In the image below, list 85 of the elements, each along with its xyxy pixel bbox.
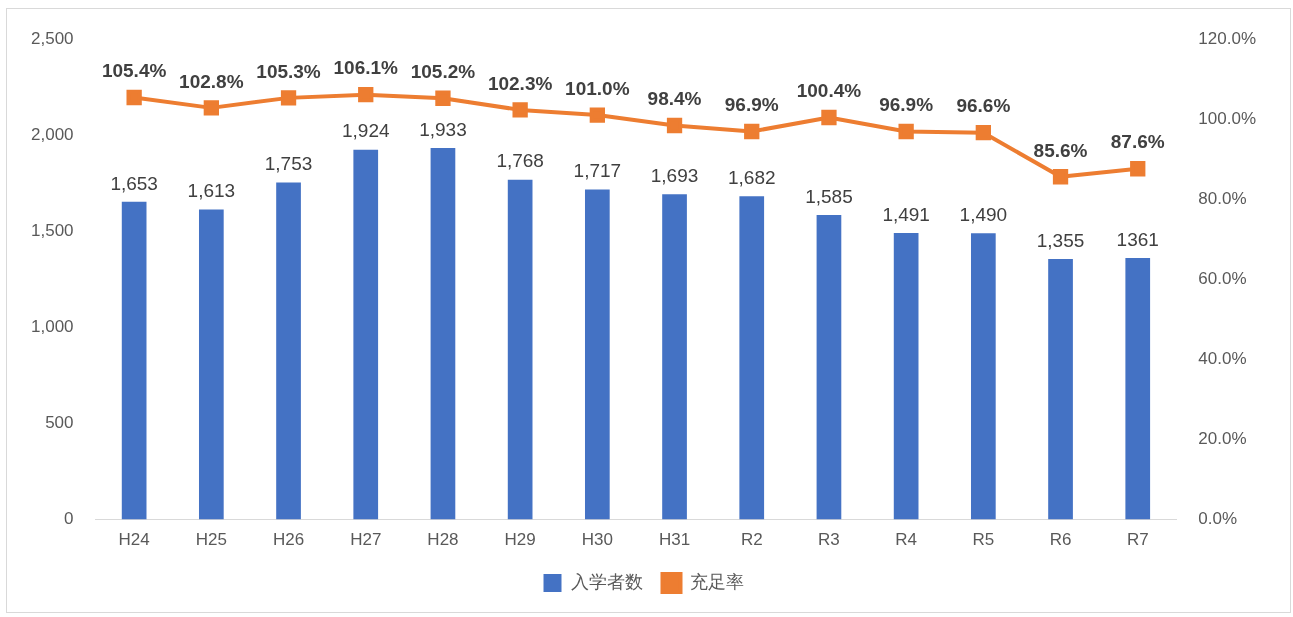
point bbox=[589, 107, 605, 123]
y-tick-label: 500 bbox=[45, 413, 74, 433]
data-label: 1,753 bbox=[264, 153, 313, 175]
data-label: 101.0% bbox=[565, 77, 630, 99]
x-tick-label: R6 bbox=[1049, 530, 1072, 550]
x-tick-label: H30 bbox=[581, 530, 613, 550]
x-tick-label: H31 bbox=[658, 530, 691, 550]
data-label: 1,717 bbox=[573, 160, 622, 182]
data-label: 1,682 bbox=[727, 166, 776, 188]
data-label: 1,924 bbox=[341, 120, 390, 142]
data-label: 98.4% bbox=[647, 88, 702, 110]
data-label: 1,653 bbox=[110, 172, 158, 194]
data-label: 105.2% bbox=[410, 61, 476, 83]
bar bbox=[739, 196, 765, 520]
data-label: 105.3% bbox=[256, 60, 321, 82]
y2-tick-label: 80.0% bbox=[1198, 188, 1247, 208]
data-label: 96.6% bbox=[956, 95, 1011, 117]
bar bbox=[430, 148, 456, 520]
x-tick-label: H29 bbox=[504, 530, 536, 550]
y2-tick-label: 100.0% bbox=[1198, 108, 1257, 128]
point bbox=[512, 102, 528, 118]
bar bbox=[353, 149, 379, 520]
point bbox=[280, 90, 297, 106]
y2-tick-label: 20.0% bbox=[1198, 429, 1247, 449]
data-label: 87.6% bbox=[1110, 131, 1165, 153]
bar bbox=[584, 189, 610, 520]
point bbox=[666, 117, 683, 134]
data-label: 106.1% bbox=[333, 57, 399, 79]
data-label: 96.9% bbox=[724, 94, 779, 116]
legend-label: 充足率 bbox=[689, 571, 744, 592]
data-label: 1,355 bbox=[1036, 229, 1085, 251]
bar bbox=[121, 201, 147, 520]
x-tick-label: R4 bbox=[895, 530, 918, 550]
y-tick-label: 1,000 bbox=[30, 317, 74, 337]
bar bbox=[1048, 259, 1073, 520]
x-tick-label: H27 bbox=[350, 530, 382, 550]
data-label: 1,933 bbox=[419, 118, 467, 140]
point bbox=[744, 123, 760, 140]
data-label: 1,693 bbox=[650, 164, 699, 186]
point bbox=[435, 90, 451, 106]
y2-tick-label: 120.0% bbox=[1198, 28, 1257, 48]
bar bbox=[1125, 257, 1151, 520]
y-tick-label: 2,000 bbox=[30, 124, 74, 144]
data-label: 96.9% bbox=[879, 94, 934, 116]
bar bbox=[662, 194, 687, 520]
data-label: 1,491 bbox=[882, 203, 930, 225]
data-label: 1,613 bbox=[187, 180, 236, 202]
data-label: 1,490 bbox=[959, 203, 1008, 225]
x-tick-label: R5 bbox=[972, 530, 995, 550]
point bbox=[975, 125, 991, 141]
point bbox=[358, 87, 374, 103]
y-tick-label: 2,500 bbox=[30, 28, 74, 48]
data-label: 105.4% bbox=[101, 60, 167, 82]
legend-label: 入学者数 bbox=[570, 571, 643, 592]
point bbox=[1052, 169, 1069, 185]
y-tick-label: 0 bbox=[64, 509, 74, 529]
y-tick-label: 1,500 bbox=[30, 220, 74, 240]
bar bbox=[970, 233, 996, 520]
data-label: 1,768 bbox=[496, 150, 544, 172]
x-tick-label: H26 bbox=[272, 530, 305, 550]
point bbox=[898, 123, 914, 140]
bar bbox=[276, 182, 301, 520]
data-label: 1361 bbox=[1116, 228, 1159, 250]
x-tick-label: R7 bbox=[1126, 530, 1149, 550]
bar bbox=[816, 214, 842, 520]
y2-tick-label: 40.0% bbox=[1198, 349, 1247, 369]
bar bbox=[198, 209, 224, 520]
bar bbox=[893, 232, 919, 520]
y2-tick-label: 0.0% bbox=[1198, 509, 1238, 529]
x-tick-label: R3 bbox=[818, 530, 840, 550]
x-tick-label: H28 bbox=[427, 530, 459, 550]
point bbox=[126, 89, 142, 106]
point bbox=[1130, 161, 1146, 177]
data-label: 1,585 bbox=[805, 185, 853, 207]
x-tick-label: H24 bbox=[118, 530, 150, 550]
data-label: 102.8% bbox=[179, 70, 244, 92]
data-label: 85.6% bbox=[1033, 139, 1088, 161]
x-tick-label: R2 bbox=[740, 530, 763, 550]
x-tick-label: H25 bbox=[195, 530, 227, 550]
data-label: 102.3% bbox=[487, 72, 553, 94]
point bbox=[821, 109, 837, 126]
point bbox=[203, 100, 219, 116]
y2-tick-label: 60.0% bbox=[1198, 268, 1247, 288]
data-label: 100.4% bbox=[796, 80, 862, 102]
bar bbox=[507, 179, 533, 520]
